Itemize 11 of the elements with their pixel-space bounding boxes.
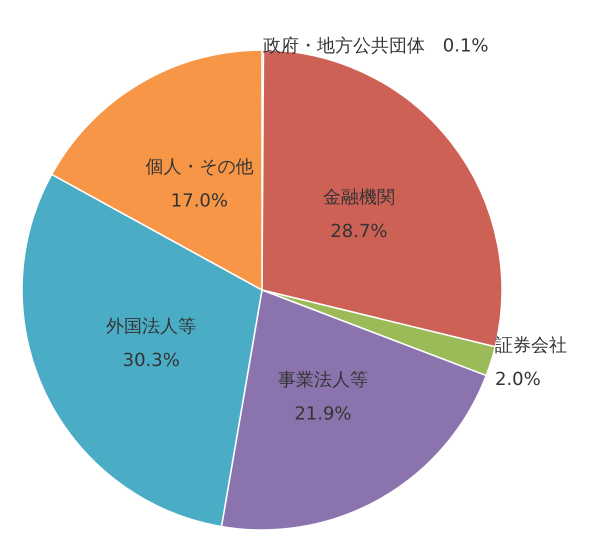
data-label: 2.0% (494, 368, 541, 390)
slice-label: 外国法人等 (106, 316, 196, 337)
slice-label: 事業法人等 (278, 369, 368, 390)
slice-label: 政府・地方公共団体 0.1% (262, 36, 488, 56)
slice-label: 個人・その他 (145, 156, 254, 178)
data-label: 17.0% (170, 190, 228, 212)
data-label: 21.9% (294, 403, 352, 424)
data-label: 30.3% (122, 350, 180, 371)
data-label: 28.7% (330, 220, 388, 242)
slice-label: 金融機関 (322, 186, 395, 208)
slice-label: 証券会社 (494, 334, 567, 356)
